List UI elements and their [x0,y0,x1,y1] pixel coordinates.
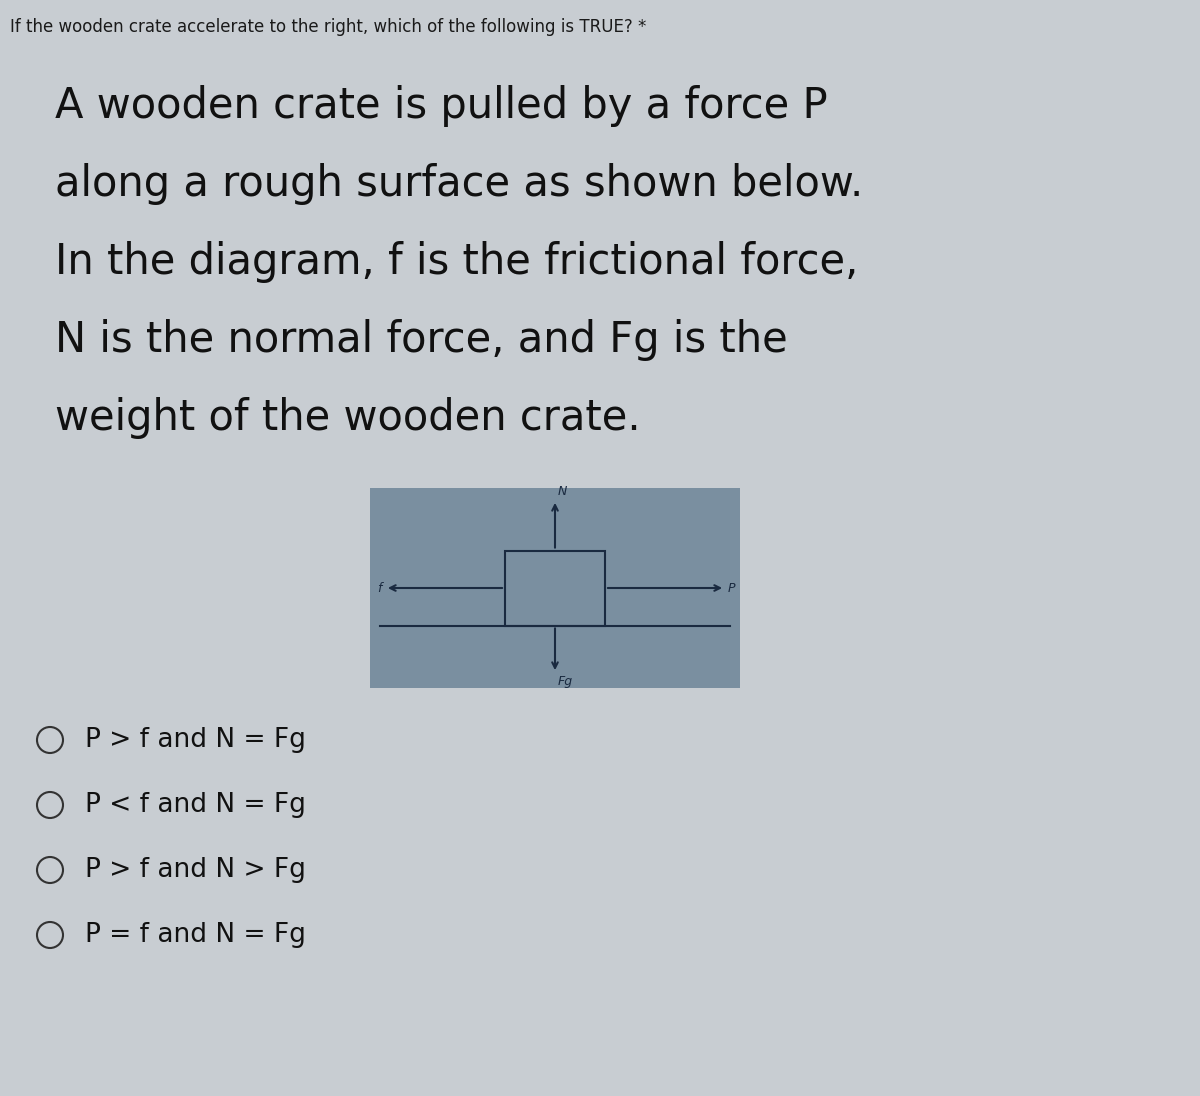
Bar [370,488,740,688]
Text: A wooden crate is pulled by a force P: A wooden crate is pulled by a force P [55,85,828,127]
Text: P < f and N = Fg: P < f and N = Fg [85,792,306,818]
Text: If the wooden crate accelerate to the right, which of the following is TRUE? *: If the wooden crate accelerate to the ri… [10,18,647,36]
Text: Fg: Fg [558,675,574,688]
Text: P: P [728,582,736,594]
Text: P = f and N = Fg: P = f and N = Fg [85,922,306,948]
Bar [505,550,605,626]
Text: weight of the wooden crate.: weight of the wooden crate. [55,397,641,439]
Text: In the diagram, f is the frictional force,: In the diagram, f is the frictional forc… [55,241,858,283]
Text: along a rough surface as shown below.: along a rough surface as shown below. [55,163,863,205]
Text: P > f and N = Fg: P > f and N = Fg [85,727,306,753]
Text: f: f [378,582,382,594]
Text: N: N [558,486,568,498]
Text: P > f and N > Fg: P > f and N > Fg [85,857,306,883]
Text: N is the normal force, and Fg is the: N is the normal force, and Fg is the [55,319,787,361]
